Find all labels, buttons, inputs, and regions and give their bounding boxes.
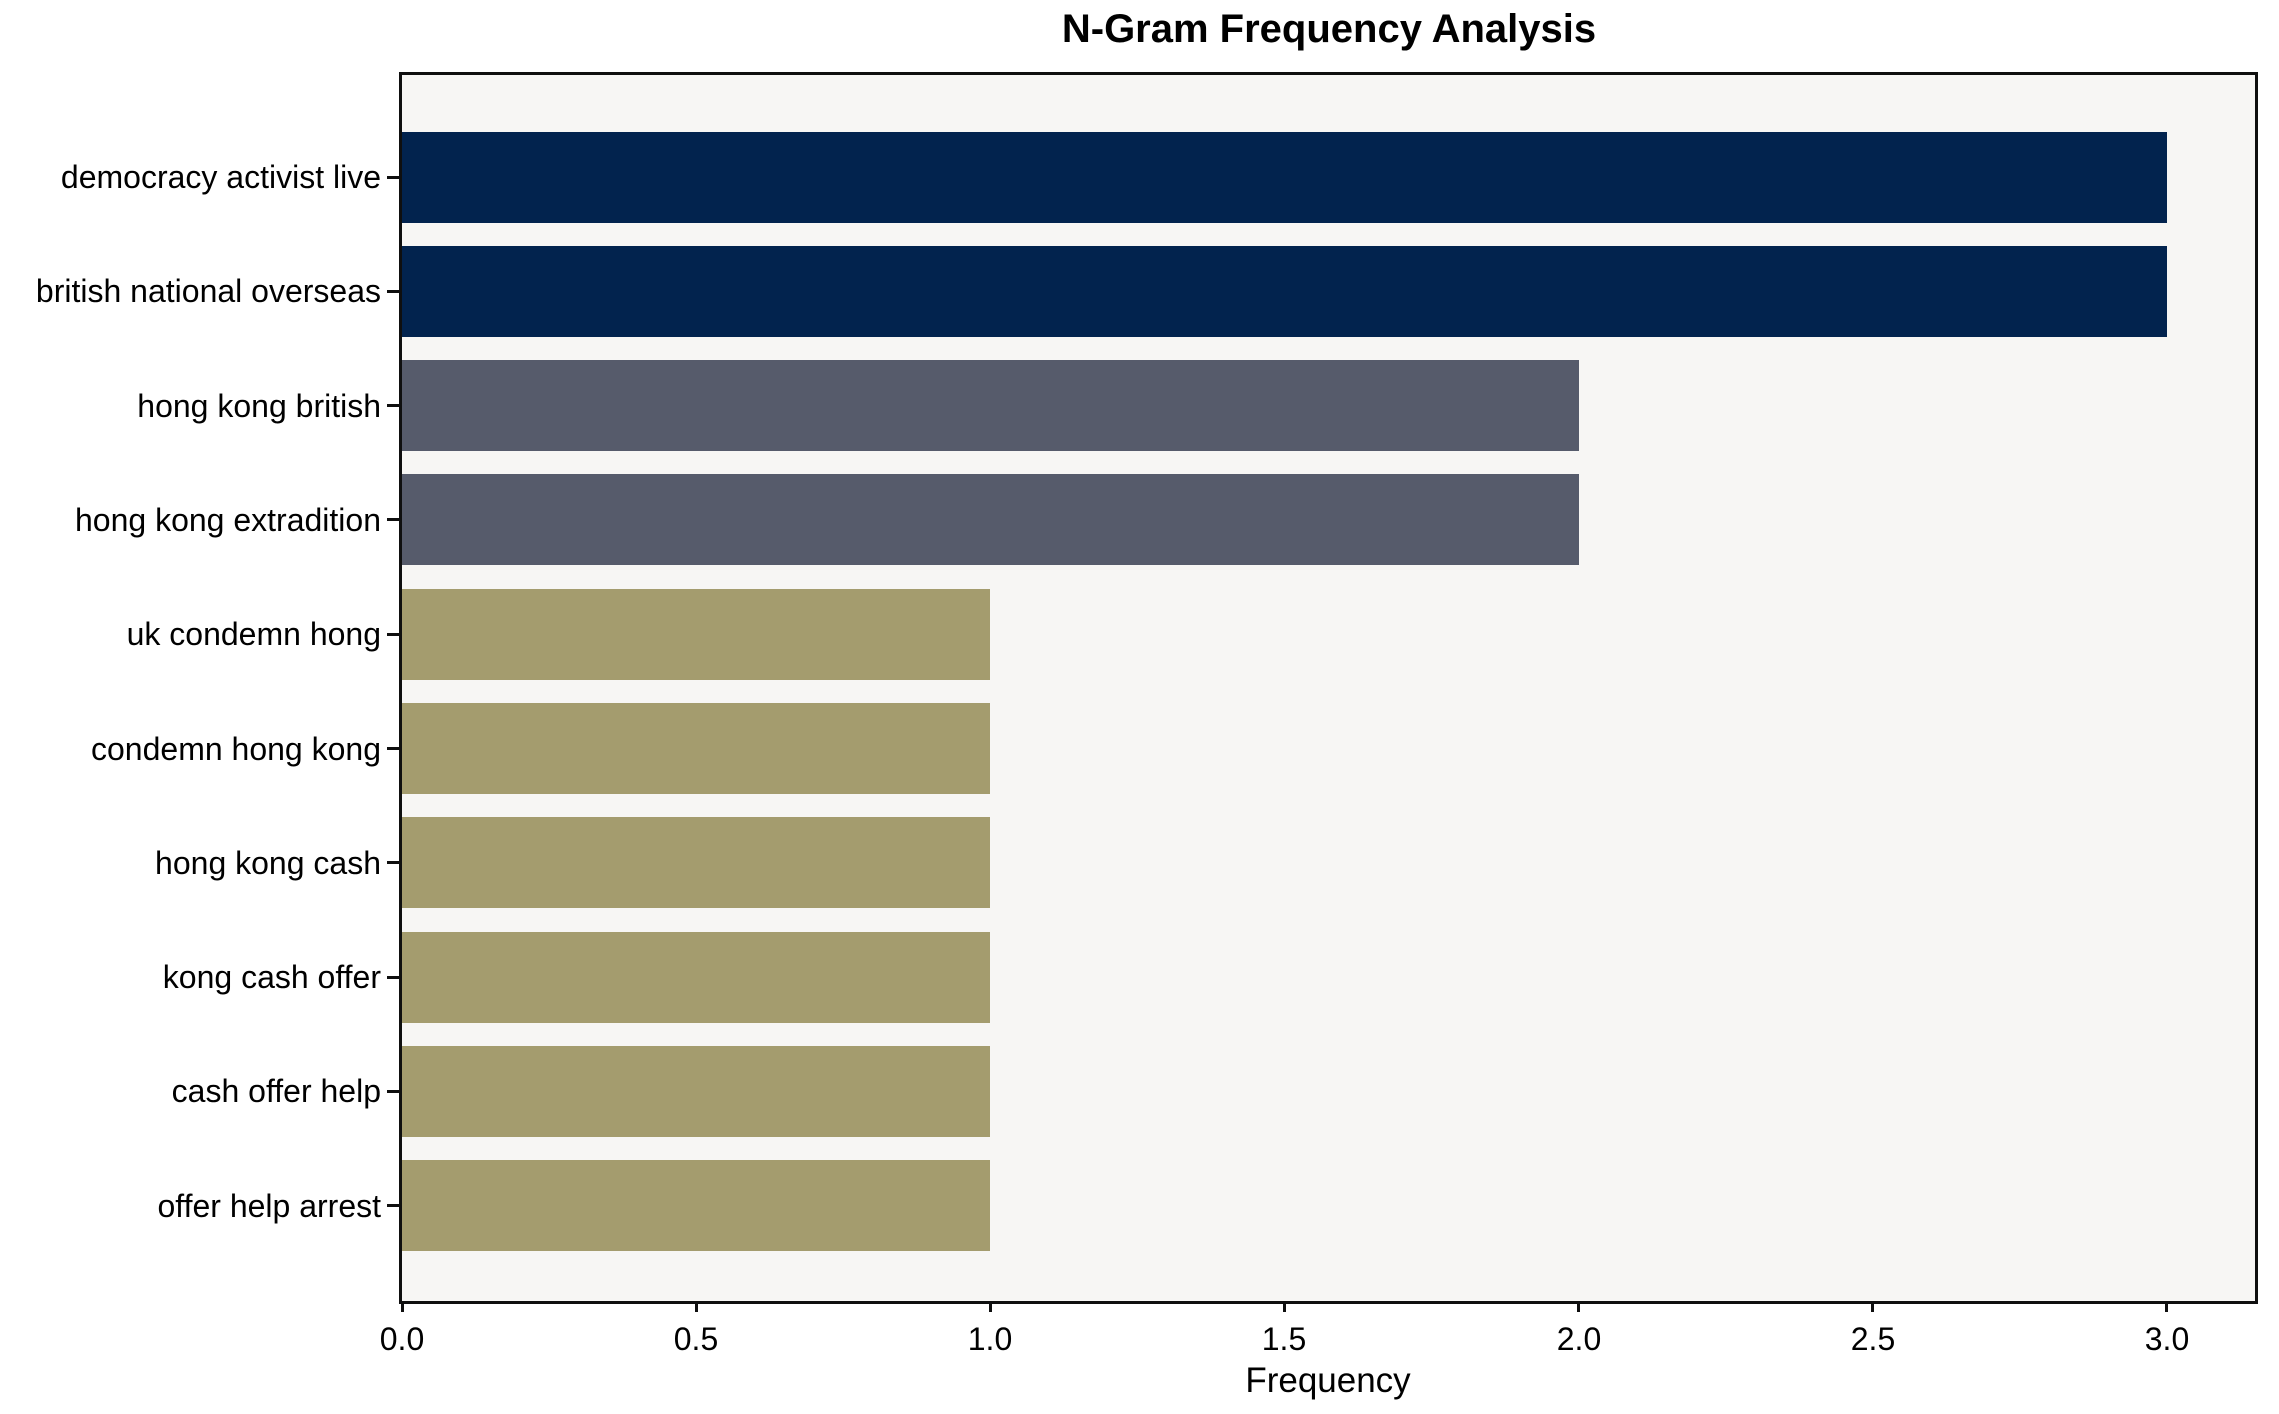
y-tick-label: uk condemn hong: [126, 616, 381, 652]
bar-cash-offer-help: [402, 1046, 991, 1137]
bar-hong-kong-british: [402, 360, 1579, 451]
y-tick-label: democracy activist live: [60, 159, 381, 195]
chart-title: N-Gram Frequency Analysis: [1061, 7, 1597, 51]
bar-offer-help-arrest: [402, 1160, 991, 1251]
y-tick-mark: [387, 1090, 399, 1093]
y-tick-mark: [387, 176, 399, 179]
y-tick-mark: [387, 633, 399, 636]
y-tick-mark: [387, 861, 399, 864]
x-tick-mark: [2165, 1301, 2168, 1312]
bar-hong-kong-extradition: [402, 474, 1579, 565]
plot-area: [399, 72, 2258, 1304]
x-tick-label: 0.5: [673, 1321, 719, 1357]
x-tick-mark: [989, 1301, 992, 1312]
x-tick-mark: [1871, 1301, 1874, 1312]
bar-hong-kong-cash: [402, 817, 991, 908]
y-tick-mark: [387, 747, 399, 750]
y-tick-mark: [387, 404, 399, 407]
x-tick-mark: [1577, 1301, 1580, 1312]
y-tick-mark: [387, 290, 399, 293]
y-tick-label: hong kong cash: [155, 845, 381, 881]
bar-kong-cash-offer: [402, 932, 991, 1023]
x-tick-mark: [695, 1301, 698, 1312]
x-tick-mark: [401, 1301, 404, 1312]
y-tick-mark: [387, 1204, 399, 1207]
bar-uk-condemn-hong: [402, 589, 991, 680]
x-tick-label: 3.0: [2144, 1321, 2190, 1357]
x-tick-label: 0.0: [379, 1321, 425, 1357]
bar-british-national-overseas: [402, 246, 2167, 337]
y-tick-mark: [387, 976, 399, 979]
y-tick-label: offer help arrest: [157, 1188, 381, 1224]
x-tick-label: 1.0: [967, 1321, 1013, 1357]
y-tick-label: hong kong british: [137, 388, 381, 424]
bar-condemn-hong-kong: [402, 703, 991, 794]
y-tick-label: british national overseas: [35, 273, 381, 309]
x-axis-label: Frequency: [1245, 1361, 1411, 1400]
bar-democracy-activist-live: [402, 132, 2167, 223]
x-tick-label: 1.5: [1261, 1321, 1307, 1357]
y-tick-mark: [387, 518, 399, 521]
y-tick-label: condemn hong kong: [91, 731, 381, 767]
x-tick-mark: [1283, 1301, 1286, 1312]
y-tick-label: cash offer help: [171, 1073, 381, 1109]
x-tick-label: 2.0: [1556, 1321, 1602, 1357]
y-tick-label: kong cash offer: [162, 959, 381, 995]
y-tick-label: hong kong extradition: [75, 502, 381, 538]
x-tick-label: 2.5: [1850, 1321, 1896, 1357]
